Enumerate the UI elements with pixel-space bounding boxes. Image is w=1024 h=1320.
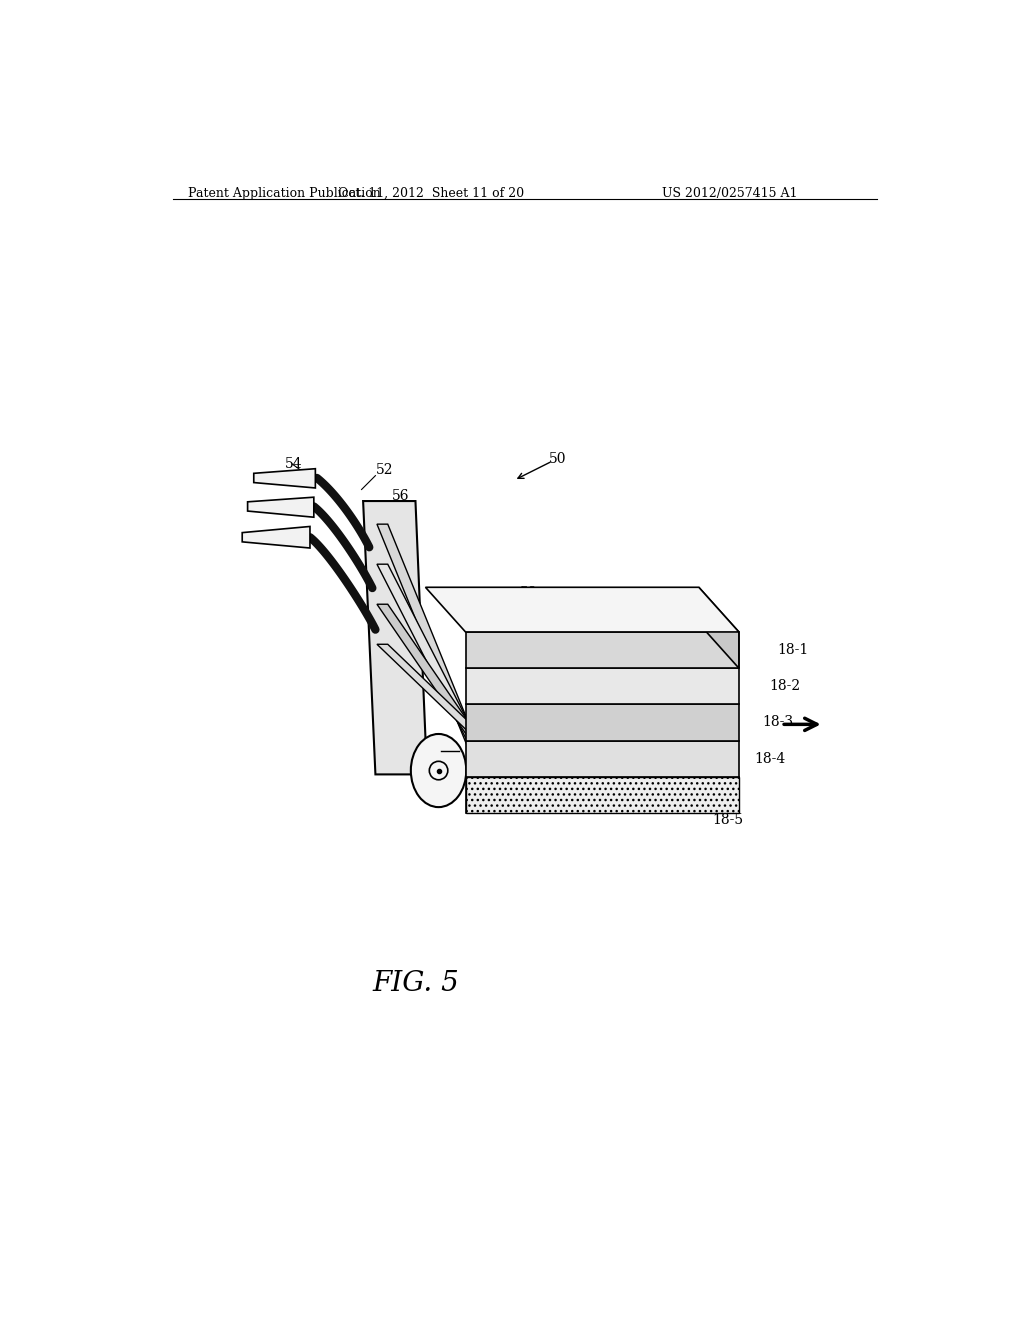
Polygon shape [254, 469, 315, 488]
Polygon shape [364, 502, 427, 775]
Polygon shape [466, 668, 739, 705]
Polygon shape [377, 524, 480, 751]
Text: 60: 60 [441, 748, 459, 763]
Ellipse shape [411, 734, 466, 807]
Polygon shape [425, 587, 739, 632]
Text: 54: 54 [285, 457, 302, 471]
Text: 18-1: 18-1 [777, 643, 809, 657]
Polygon shape [377, 605, 480, 739]
Text: 18-4: 18-4 [755, 751, 785, 766]
Text: FIG. 5: FIG. 5 [372, 970, 459, 998]
Text: 16: 16 [634, 612, 651, 626]
Polygon shape [466, 776, 739, 813]
Text: Patent Application Publication: Patent Application Publication [188, 187, 381, 199]
Text: 50: 50 [549, 451, 566, 466]
Polygon shape [377, 644, 480, 733]
Text: 58: 58 [519, 586, 537, 601]
Polygon shape [466, 776, 739, 813]
Polygon shape [466, 741, 739, 776]
Polygon shape [466, 705, 739, 741]
Polygon shape [466, 632, 739, 668]
Text: US 2012/0257415 A1: US 2012/0257415 A1 [662, 187, 798, 199]
Text: 52: 52 [376, 463, 393, 478]
Text: 18-5: 18-5 [712, 813, 743, 828]
Polygon shape [248, 498, 313, 517]
Polygon shape [377, 564, 480, 744]
Polygon shape [698, 587, 739, 668]
Text: Oct. 11, 2012  Sheet 11 of 20: Oct. 11, 2012 Sheet 11 of 20 [338, 187, 524, 199]
Polygon shape [243, 527, 310, 548]
Text: 56: 56 [392, 488, 410, 503]
Text: 18-3: 18-3 [762, 715, 793, 730]
Text: 18-2: 18-2 [770, 680, 801, 693]
